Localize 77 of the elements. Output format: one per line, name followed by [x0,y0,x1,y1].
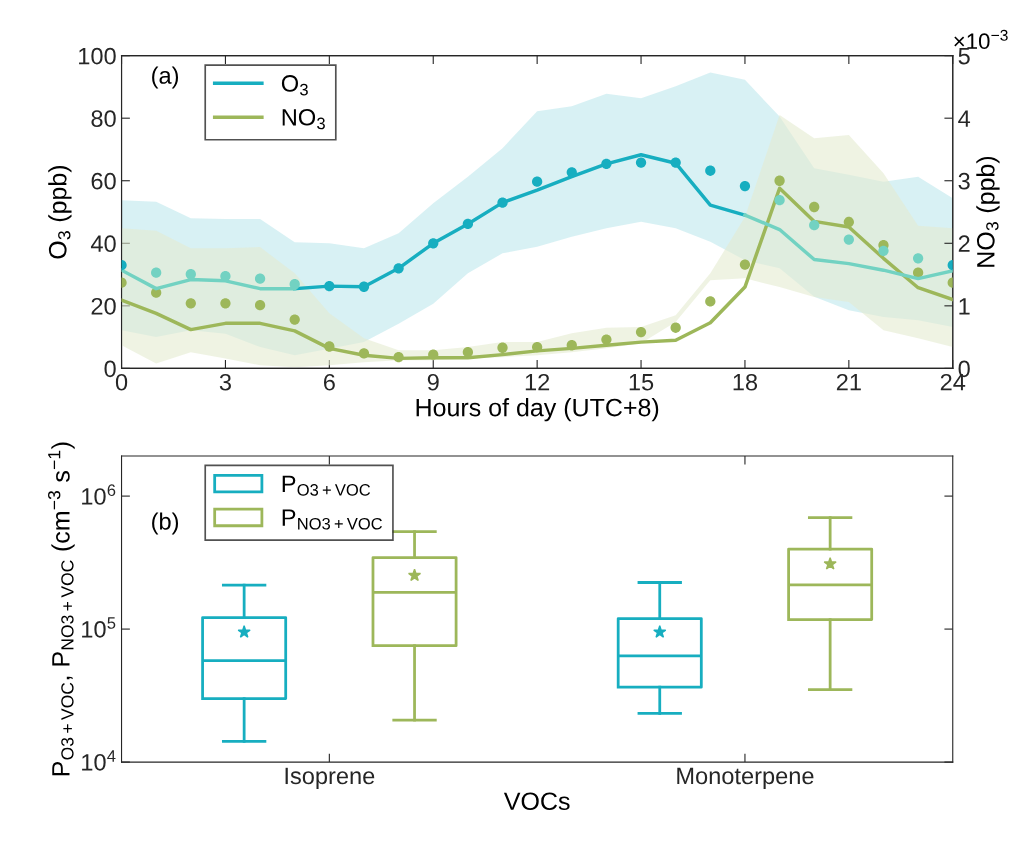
y-tick-label: 80 [91,110,116,127]
point [601,158,612,169]
x-axis-title: Hours of day (UTC+8) [416,398,659,422]
point [670,322,681,333]
x-tick-label: 12 [525,373,550,391]
y-tick-label: 10$^{4}$ [82,750,116,771]
point [254,273,266,284]
x-tick-label: 9 [427,373,439,391]
point [809,201,820,213]
x-tick-label: 3 [219,373,231,391]
point [635,326,647,338]
y2-axis-title: NO$_{3}$ (ppb) [976,156,1000,267]
y-tick-label: 10$^{5}$ [82,617,116,638]
y-tick-label: 0 [104,360,116,378]
legend-label: P$_{O3+VOC}$ [282,475,371,496]
point [358,348,370,359]
point [774,175,785,186]
point [705,296,716,307]
x-tick-label: 18 [733,373,758,391]
point [809,220,820,231]
y2-tick-label: 5 [958,47,970,65]
point [912,267,924,278]
y-tick-label: 20 [91,297,116,315]
point [774,194,785,206]
point [878,245,889,256]
point [289,279,300,290]
y-axis-title: O$_{3}$ (ppb) [48,165,72,259]
point [531,176,543,187]
point [393,351,404,363]
point [428,238,439,249]
point [428,349,439,360]
point [289,314,300,325]
text: ×10$^{−3}$ [954,29,1008,50]
y2-tick-label: 2 [958,235,970,252]
x-tick-label: 15 [629,374,654,391]
y2-tick-label: 4 [958,110,971,127]
x-axis-title: VOCs [503,792,570,811]
x-tick-label: 0 [115,373,128,391]
point [358,281,370,292]
point [497,342,508,353]
point [185,269,196,280]
annotation: (a) [152,66,179,89]
legend-label: P$_{NO3+VOC}$ [282,509,383,530]
legend-label: NO$_{3}$ [282,108,325,130]
point [912,253,924,264]
annotation: (b) [152,512,179,535]
point [185,298,196,309]
y-tick-label: 100 [79,47,116,65]
x-tick-label: 21 [836,373,861,391]
point [739,259,751,270]
point [705,165,716,176]
x-tick-label: Monoterpene [677,767,814,789]
point [670,157,681,168]
point [843,234,854,245]
point [739,180,751,192]
y-tick-label: 40 [90,235,116,253]
point [324,341,335,352]
y2-tick-label: 3 [958,172,970,190]
point [393,263,404,274]
point [254,300,266,311]
point [497,197,508,208]
x-tick-label: 6 [323,373,335,391]
point [635,157,647,168]
point [462,218,474,230]
point [843,216,854,228]
y-tick-label: 10$^{6}$ [82,484,116,505]
point [151,267,162,278]
x-tick-label: Isoprene [285,767,375,789]
legend-label: O$_{3}$ [281,75,308,96]
point [566,340,577,351]
point [531,341,543,353]
point [324,280,335,292]
y-tick-label: 60 [91,172,116,190]
y2-tick-label: 1 [959,298,970,315]
point [601,334,612,345]
text: P$_{O3+VOC}$, P$_{NO3+VOC}$ (cm$^{−3}$ s$^{−1}$) [48,442,75,776]
point [220,298,231,309]
